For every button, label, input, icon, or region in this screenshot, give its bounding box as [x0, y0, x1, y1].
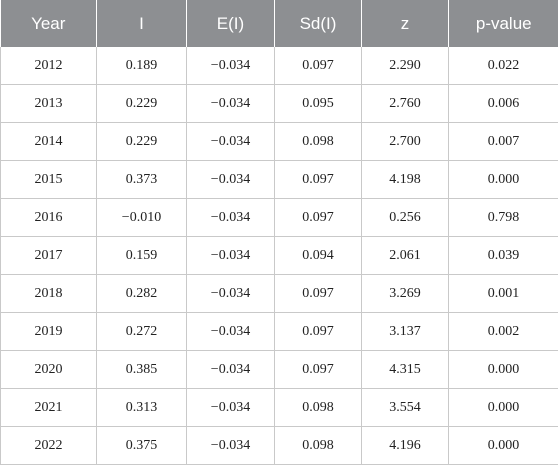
cell-sd-i: 0.098 — [274, 388, 362, 427]
cell-year: 2015 — [0, 160, 97, 199]
cell-i: 0.375 — [96, 426, 187, 465]
header-year: Year — [0, 0, 97, 47]
table-row: 2012 0.189 −0.034 0.097 2.290 0.022 — [0, 47, 558, 85]
cell-expected-i: −0.034 — [186, 198, 275, 237]
cell-sd-i: 0.097 — [274, 274, 362, 313]
cell-i: 0.189 — [96, 47, 187, 85]
cell-sd-i: 0.097 — [274, 312, 362, 351]
cell-p-value: 0.006 — [448, 84, 558, 123]
cell-expected-i: −0.034 — [186, 160, 275, 199]
cell-expected-i: −0.034 — [186, 350, 275, 389]
table-header: Year I E(I) Sd(I) z p-value — [0, 0, 558, 47]
cell-i: 0.282 — [96, 274, 187, 313]
cell-z: 3.269 — [361, 274, 449, 313]
header-i: I — [96, 0, 187, 47]
cell-i: 0.385 — [96, 350, 187, 389]
cell-year: 2016 — [0, 198, 97, 237]
cell-z: 4.315 — [361, 350, 449, 389]
table-row: 2014 0.229 −0.034 0.098 2.700 0.007 — [0, 122, 558, 161]
header-z: z — [361, 0, 449, 47]
cell-i: 0.229 — [96, 84, 187, 123]
cell-p-value: 0.007 — [448, 122, 558, 161]
table-body: 2012 0.189 −0.034 0.097 2.290 0.022 2013 0.229−… — [0, 47, 558, 465]
cell-z: 2.061 — [361, 236, 449, 275]
cell-i: −0.010 — [96, 198, 187, 237]
cell-z: 0.256 — [361, 198, 449, 237]
cell-p-value: 0.000 — [448, 350, 558, 389]
cell-expected-i: −0.034 — [186, 312, 275, 351]
table-row: 2021 0.313 −0.034 0.098 3.554 0.000 — [0, 388, 558, 427]
cell-year: 2020 — [0, 350, 97, 389]
cell-year: 2022 — [0, 426, 97, 465]
cell-p-value: 0.000 — [448, 426, 558, 465]
cell-z: 4.196 — [361, 426, 449, 465]
cell-i: 0.159 — [96, 236, 187, 275]
cell-z: 2.700 — [361, 122, 449, 161]
cell-sd-i: 0.097 — [274, 160, 362, 199]
header-p-value: p-value — [448, 0, 558, 47]
cell-expected-i: −0.034 — [186, 426, 275, 465]
table-row: 2016 −0.010 −0.034 0.097 0.256 0.798 — [0, 198, 558, 237]
header-row: Year I E(I) Sd(I) z p-value — [0, 0, 558, 47]
cell-expected-i: −0.034 — [186, 236, 275, 275]
cell-i: 0.272 — [96, 312, 187, 351]
cell-year: 2018 — [0, 274, 97, 313]
cell-p-value: 0.000 — [448, 160, 558, 199]
cell-expected-i: −0.034 — [186, 274, 275, 313]
header-sd-i: Sd(I) — [274, 0, 362, 47]
table-row: 2022 0.375 −0.034 0.098 4.196 0.000 — [0, 426, 558, 465]
cell-z: 2.290 — [361, 47, 449, 85]
cell-expected-i: −0.034 — [186, 388, 275, 427]
table-row: 2019 0.272 −0.034 0.097 3.137 0.002 — [0, 312, 558, 351]
cell-expected-i: −0.034 — [186, 84, 275, 123]
cell-sd-i: 0.095 — [274, 84, 362, 123]
table-row: 2013 0.229 −0.034 0.095 2.760 0.006 — [0, 84, 558, 123]
cell-i: 0.229 — [96, 122, 187, 161]
cell-year: 2019 — [0, 312, 97, 351]
cell-z: 2.760 — [361, 84, 449, 123]
cell-sd-i: 0.094 — [274, 236, 362, 275]
cell-year: 2017 — [0, 236, 97, 275]
cell-p-value: 0.798 — [448, 198, 558, 237]
cell-p-value: 0.022 — [448, 47, 558, 85]
table-row: 2018 0.282 −0.034 0.097 3.269 0.001 — [0, 274, 558, 313]
cell-p-value: 0.039 — [448, 236, 558, 275]
cell-sd-i: 0.097 — [274, 47, 362, 85]
table-row: 2020 0.385 −0.034 0.097 4.315 0.000 — [0, 350, 558, 389]
cell-sd-i: 0.097 — [274, 350, 362, 389]
cell-sd-i: 0.097 — [274, 198, 362, 237]
cell-p-value: 0.001 — [448, 274, 558, 313]
cell-p-value: 0.002 — [448, 312, 558, 351]
cell-p-value: 0.000 — [448, 388, 558, 427]
cell-year: 2014 — [0, 122, 97, 161]
cell-year: 2013 — [0, 84, 97, 123]
cell-year: 2012 — [0, 47, 97, 85]
cell-i: 0.313 — [96, 388, 187, 427]
cell-z: 3.137 — [361, 312, 449, 351]
cell-z: 3.554 — [361, 388, 449, 427]
table-row: 2017 0.159 −0.034 0.094 2.061 0.039 — [0, 236, 558, 275]
table-row: 2015 0.373 −0.034 0.097 4.198 0.000 — [0, 160, 558, 199]
cell-i: 0.373 — [96, 160, 187, 199]
cell-expected-i: −0.034 — [186, 47, 275, 85]
cell-sd-i: 0.098 — [274, 122, 362, 161]
cell-expected-i: −0.034 — [186, 122, 275, 161]
cell-year: 2021 — [0, 388, 97, 427]
cell-sd-i: 0.098 — [274, 426, 362, 465]
cell-z: 4.198 — [361, 160, 449, 199]
header-expected-i: E(I) — [186, 0, 275, 47]
